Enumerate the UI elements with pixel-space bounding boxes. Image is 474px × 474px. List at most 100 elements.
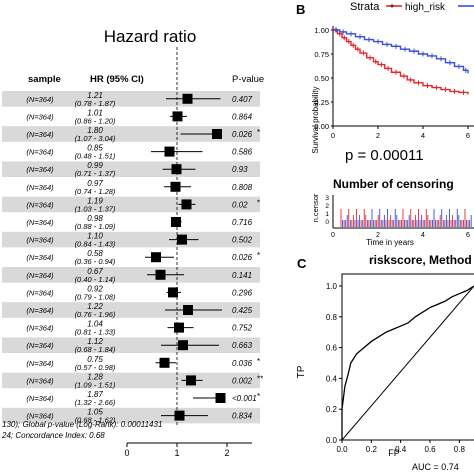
forest-hr-marker: [155, 269, 166, 280]
km-panel-letter: B: [296, 2, 305, 17]
forest-row-hr: 0.85: [87, 144, 103, 153]
forest-col-p: P-value: [232, 74, 264, 85]
forest-rows: (N=364) 1.21(0.78 - 1.87) 0.407 (N=364) 1.01…: [2, 47, 263, 427]
roc-auc: AUC = 0.74: [412, 462, 459, 472]
forest-row-sample: (N=364): [26, 253, 54, 262]
forest-row-ci: (0.84 - 1.43): [75, 240, 116, 249]
forest-row-hr: 1.22: [87, 302, 103, 311]
km-censor-mark: [367, 55, 373, 61]
forest-row-p: 0.02: [232, 200, 248, 209]
km-xtick-label: 2: [376, 131, 380, 140]
forest-row-ci: (0.81 - 1.33): [75, 328, 116, 337]
forest-row-ci: (0.78 - 1.87): [75, 99, 116, 108]
forest-row-ci: (1.32 - 2.66): [75, 398, 116, 407]
forest-row: (N=364) 1.21(0.78 - 1.87) 0.407: [26, 91, 252, 108]
forest-row: (N=364) 1.04(0.81 - 1.33) 0.752: [26, 320, 252, 337]
km-censor-mark: [408, 77, 414, 83]
forest-row: (N=364) 1.80(1.07 - 3.04) 0.026 *: [26, 126, 260, 143]
forest-row-ci: (0.48 - 1.51): [75, 152, 116, 161]
forest-row-p: 0.834: [232, 412, 253, 421]
forest-row-ci: (1.09 - 1.51): [75, 380, 116, 389]
km-censor-ylabel: n.censor: [311, 193, 320, 222]
km-censor-mark: [375, 39, 381, 45]
forest-row: (N=364) 0.75(0.57 - 0.98) 0.036 *: [26, 355, 260, 372]
forest-row-p: 0.586: [232, 148, 253, 157]
forest-row-band: [2, 337, 260, 353]
km-censor-mark: [348, 31, 354, 37]
forest-row-hr: 1.28: [87, 372, 103, 381]
forest-row-star: *: [257, 128, 260, 137]
km-censor-mark: [373, 59, 379, 65]
km-censor-mark: [447, 60, 453, 66]
roc-xlabel: FP: [388, 448, 400, 458]
km-xticks: 0 2 4 6: [331, 126, 470, 140]
forest-row-hr: 1.80: [87, 126, 103, 135]
forest-axis-tick-label: 0: [124, 448, 129, 458]
km-censor-mark: [411, 48, 417, 54]
km-censor-mark: [384, 41, 390, 47]
forest-row: (N=364) 0.99(0.71 - 1.37) 0.93: [26, 161, 248, 178]
forest-row: (N=364) 0.98(0.88 - 1.09) 0.716: [26, 214, 252, 231]
forest-row-sample: (N=364): [26, 218, 54, 227]
km-censor-xtick-label: 2: [376, 232, 380, 239]
forest-axis-tick-label: 1: [174, 448, 179, 458]
forest-hr-marker: [177, 234, 187, 245]
forest-row-hr: 1.21: [87, 91, 103, 100]
forest-row-sample: (N=364): [26, 412, 54, 421]
forest-row-hr: 0.97: [87, 179, 103, 188]
forest-row: (N=364) 1.10(0.84 - 1.43) 0.502: [26, 232, 252, 249]
forest-row-p: 0.93: [232, 165, 248, 174]
forest-row-p: 0.808: [232, 183, 253, 192]
forest-row-hr: 1.10: [87, 232, 103, 241]
forest-row: (N=364) 1.05(0.68 - 1.62) 0.834: [26, 408, 252, 425]
forest-row-band: [2, 407, 260, 424]
forest-row: (N=364) 1.19(1.03 - 1.37) 0.02 *: [26, 196, 260, 213]
roc-xtick-label: 0.6: [424, 445, 436, 454]
km-censor-mark: [378, 62, 384, 68]
forest-hr-marker: [174, 410, 185, 421]
forest-row-hr: 1.04: [87, 320, 103, 329]
forest-row-ci: (0.36 - 0.94): [75, 257, 116, 266]
km-xtick-label: 4: [421, 131, 425, 140]
km-ytick-label: 0.75: [314, 50, 329, 59]
km-panel: B Strata + high_risk Survival probabilit…: [296, 1, 474, 247]
forest-row-band: [2, 302, 260, 318]
km-censor-mark: [425, 83, 430, 89]
forest-hr-marker: [168, 287, 178, 298]
forest-row-p: 0.407: [232, 95, 253, 104]
km-censor-mark: [385, 65, 391, 71]
forest-row: (N=364) 1.01(0.86 - 1.20) 0.864: [26, 108, 252, 125]
km-censor-ytick-label: 3: [325, 195, 329, 202]
forest-row-p: 0.502: [232, 236, 253, 245]
forest-row-ci: (0.76 - 1.96): [75, 310, 116, 319]
km-censor-mark: [420, 51, 426, 57]
km-censor-ytick-label: 2: [325, 203, 329, 210]
km-censor-ytick-label: 1: [325, 211, 329, 218]
forest-row-ci: (0.74 - 1.28): [75, 187, 116, 196]
forest-row: (N=364) 0.58(0.36 - 0.94) 0.026 *: [26, 249, 260, 266]
forest-row-hr: 1.19: [87, 196, 103, 205]
forest-row-ci: (1.07 - 3.04): [75, 134, 116, 143]
forest-hr-marker: [182, 93, 193, 104]
forest-row-band: [2, 231, 260, 248]
forest-row: (N=364) 1.87(1.32 - 2.66) <0.001 *: [26, 390, 260, 407]
km-censor-title: Number of censoring: [333, 177, 454, 191]
forest-row-hr: 1.05: [87, 408, 103, 417]
forest-row: (N=364) 0.92(0.79 - 1.08) 0.296: [26, 284, 252, 301]
forest-row-hr: 0.98: [87, 214, 103, 223]
forest-row-ci: (0.71 - 1.37): [75, 169, 116, 178]
roc-panel-letter: C: [297, 256, 307, 271]
forest-hr-marker: [178, 340, 188, 351]
forest-row-sample: (N=364): [26, 183, 54, 192]
km-xtick-label: 0: [331, 131, 335, 140]
forest-row-band: [2, 126, 260, 142]
km-censor-mark: [443, 87, 448, 93]
forest-row-sample: (N=364): [26, 95, 54, 104]
km-censor-mark: [341, 35, 347, 41]
forest-row-band: [2, 267, 260, 283]
roc-ytick-label: 0.2: [326, 405, 338, 414]
km-ytick-label: 1.00: [314, 26, 329, 35]
forest-axis: 0 1 2: [124, 442, 252, 458]
roc-frame: [341, 273, 474, 441]
